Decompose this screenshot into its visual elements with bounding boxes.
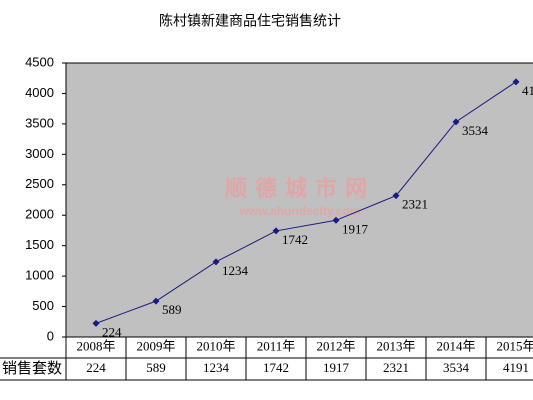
data-label: 2321 [402,197,428,212]
x-tick-label: 2012年 [316,338,355,353]
line [95,81,517,324]
table-value: 1742 [263,360,289,375]
table-value: 2321 [383,360,409,375]
data-point [152,297,160,305]
y-tick-label: 3500 [25,115,54,130]
data-point [92,319,100,327]
x-tick-label: 2008年 [76,338,115,353]
watermark: 顺德城市网 [225,176,375,201]
table-value: 1234 [203,360,230,375]
data-label: 1742 [282,232,308,247]
y-tick-label: 4000 [25,85,54,100]
data-point [392,192,400,200]
data-label: 4191 [522,83,533,98]
y-tick-label: 1000 [25,268,54,283]
table-value: 4191 [503,360,529,375]
plot-area [65,62,533,338]
y-tick-label: 2500 [25,176,54,191]
table-value: 224 [86,360,106,375]
x-tick-label: 2014年 [436,338,475,353]
x-tick-label: 2013年 [376,338,415,353]
x-tick-label: 2010年 [196,338,235,353]
x-tick-label: 2015年 [496,338,533,353]
data-point [332,216,340,224]
table-row-label: 销售套数 [2,360,62,377]
y-tick-label: 2000 [25,207,54,222]
y-tick-label: 500 [32,298,54,313]
x-tick-label: 2009年 [136,338,175,353]
data-point [452,118,460,126]
data-label: 224 [102,324,122,339]
watermark: www.shundecity.com [238,204,360,218]
chart-title: 陈村镇新建商品住宅销售统计 [159,13,341,29]
table-value: 3534 [443,360,470,375]
x-tick-label: 2011年 [257,338,296,353]
data-label: 1917 [342,221,369,236]
y-tick-label: 0 [47,328,54,343]
table-value: 589 [146,360,166,375]
data-label: 1234 [222,263,249,278]
y-tick-label: 4500 [25,54,54,69]
y-tick-label: 3000 [25,146,54,161]
table-value: 1917 [323,360,350,375]
data-label: 3534 [462,123,489,138]
y-tick-label: 1500 [25,237,54,252]
data-label: 589 [162,302,182,317]
data-point [212,258,220,266]
data-point [272,227,280,235]
data-point [512,78,520,86]
